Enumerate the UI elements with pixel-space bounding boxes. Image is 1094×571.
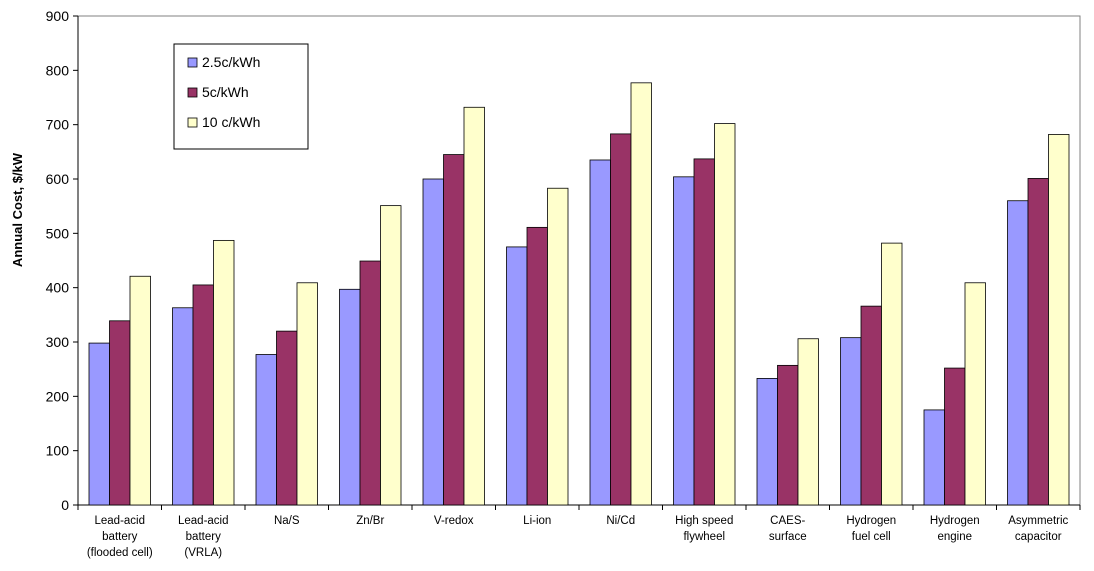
x-tick-label: CAES-surface (769, 515, 807, 543)
y-tick-label: 100 (46, 443, 70, 459)
bar (840, 337, 862, 506)
bar (526, 226, 548, 506)
x-tick-label: Lead-acid battery (VRLA) (178, 515, 229, 559)
bar (255, 354, 277, 506)
y-tick-label: 0 (61, 497, 69, 513)
bar (693, 158, 715, 506)
bar (756, 378, 778, 506)
x-tick-label: Zn/Br (356, 515, 384, 527)
bar (673, 176, 695, 506)
y-tick-label: 600 (46, 171, 70, 187)
x-tick-label: V-redox (434, 515, 474, 527)
bar (881, 242, 903, 506)
x-tick-label: Ni/Cd (606, 515, 635, 527)
bar (109, 320, 131, 506)
y-tick-label: 900 (46, 8, 70, 24)
x-tick-label: High speed flywheel (675, 515, 733, 543)
y-tick-label: 200 (46, 388, 70, 404)
x-tick-label: Asymmetric capacitor (1008, 515, 1068, 543)
bar (630, 82, 652, 506)
bar (610, 133, 632, 506)
bar (339, 288, 361, 506)
bar (506, 246, 528, 506)
x-tick-label: Hydrogen fuel cell (846, 515, 896, 543)
bar (129, 275, 151, 506)
bar (276, 330, 298, 506)
bar (380, 205, 402, 506)
plot-area: 0 100 200 300 400 500 600 700 800 900 Lead-acid bat… (46, 8, 1081, 559)
y-tick-label: 700 (46, 117, 70, 133)
bar (463, 106, 485, 506)
y-axis-label: Annual Cost, $/kW (10, 152, 25, 267)
legend: 2.5c/kWh 5c/kWh 10 c/kWh (173, 43, 309, 150)
bar (714, 123, 736, 506)
x-tick-label: Lead-acid battery (flooded cell) (87, 515, 153, 559)
bar (359, 260, 381, 506)
bar (944, 367, 966, 506)
legend-label: 10 c/kWh (202, 114, 260, 130)
x-tick-label: Hydrogen engine (930, 515, 980, 543)
bar (213, 239, 235, 506)
y-tick-label: 400 (46, 280, 70, 296)
legend-swatch (187, 87, 198, 98)
y-tick-label: 500 (46, 225, 70, 241)
bar (860, 305, 882, 506)
legend-swatch (187, 117, 198, 128)
legend-label: 2.5c/kWh (202, 54, 260, 70)
bar (172, 307, 194, 506)
legend-swatch (187, 57, 198, 68)
legend-label: 5c/kWh (202, 84, 249, 100)
bar (797, 338, 819, 506)
bar (777, 364, 799, 506)
bar (923, 409, 945, 506)
bar (422, 178, 444, 506)
bar (1048, 134, 1070, 506)
bar (443, 154, 465, 506)
x-tick-label: Li-ion (523, 515, 551, 527)
bar (88, 342, 110, 506)
x-tick-label: Na/S (274, 515, 300, 527)
y-tick-label: 300 (46, 334, 70, 350)
bar (547, 187, 569, 506)
bar (1007, 200, 1029, 506)
bar (296, 282, 318, 506)
bar (1027, 178, 1049, 506)
y-tick-label: 800 (46, 62, 70, 78)
bar (192, 284, 214, 506)
bar (964, 282, 986, 506)
bar (589, 159, 611, 506)
